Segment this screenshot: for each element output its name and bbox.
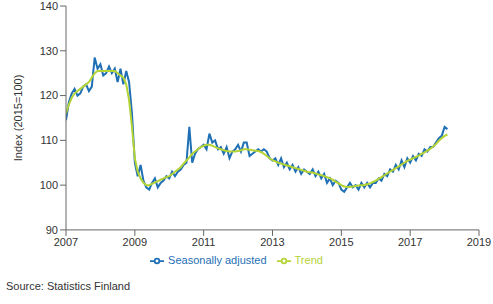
html-text:Source: Statistics Finland: Source: Statistics Finland: [6, 280, 131, 292]
svg-text:120: 120: [40, 89, 58, 101]
svg-text:2009: 2009: [123, 236, 147, 248]
svg-text:90: 90: [46, 224, 58, 236]
svg-text:130: 130: [40, 45, 58, 57]
svg-text:Index (2015=100): Index (2015=100): [12, 75, 24, 162]
svg-text:2013: 2013: [260, 236, 284, 248]
svg-text:100: 100: [40, 179, 58, 191]
svg-text:140: 140: [40, 0, 58, 12]
svg-text:2011: 2011: [192, 236, 216, 248]
html-text:Trend: Trend: [294, 253, 323, 266]
svg-text:2015: 2015: [329, 236, 353, 248]
svg-text:2007: 2007: [54, 236, 78, 248]
html-text:Seasonally adjusted: Seasonally adjusted: [168, 253, 267, 266]
svg-text:2017: 2017: [398, 236, 422, 248]
svg-text:110: 110: [40, 134, 58, 146]
svg-text:2019: 2019: [467, 236, 485, 248]
